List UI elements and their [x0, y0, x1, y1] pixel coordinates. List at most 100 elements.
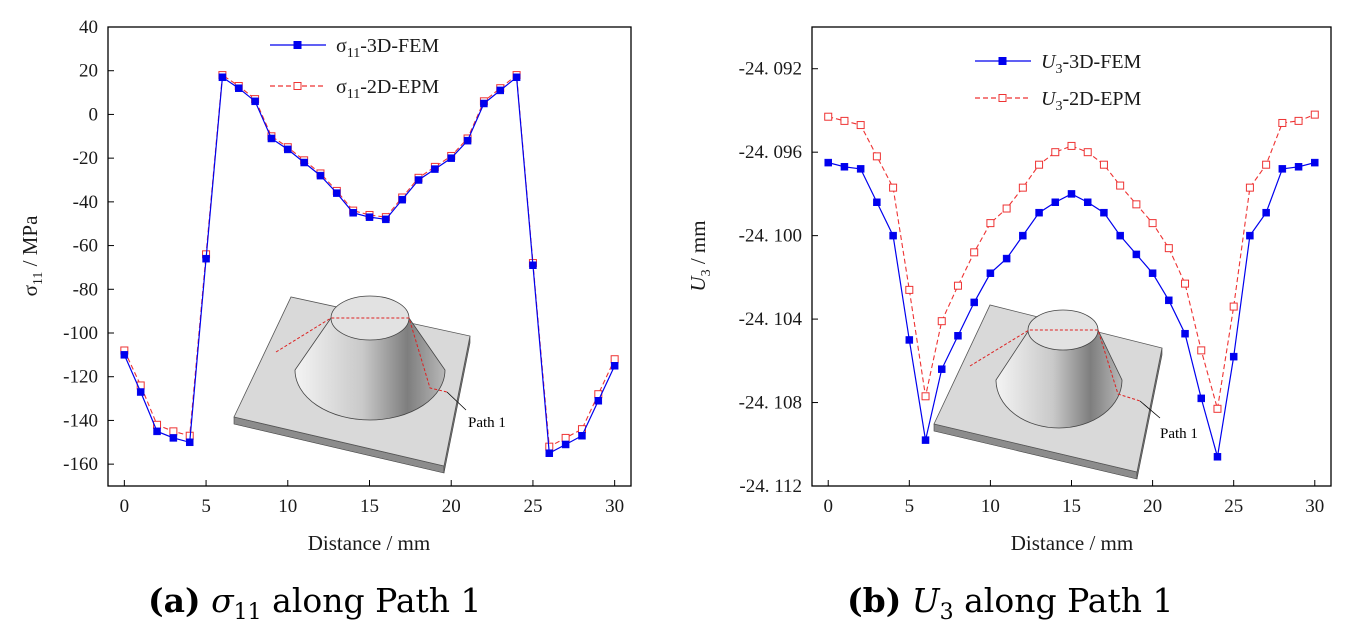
data-point: [1197, 346, 1206, 355]
panel-a-chart: Path 1 0 5 10 15 20 25 30 40 20 0 -20 -40 -60 -80 -100…: [18, 17, 632, 625]
y-tick-label: -140: [63, 410, 98, 431]
data-point: [1181, 329, 1189, 338]
data-point: [545, 449, 554, 457]
cone-body: [294, 317, 446, 421]
data-point: [921, 392, 930, 401]
data-point: [1051, 198, 1060, 207]
legend-label: U3-3D-FEM: [1041, 51, 1142, 77]
data-point: [300, 158, 308, 167]
data-point: [610, 362, 619, 370]
data-point: [169, 427, 178, 436]
caption: (b) U3 along Path 1: [847, 581, 1173, 625]
y-tick-label: 20: [79, 61, 98, 82]
y-tick-label: -24. 104: [739, 309, 803, 330]
data-point: [824, 158, 832, 167]
legend-swatch-marker: [293, 82, 302, 90]
x-tick-label: 0: [823, 496, 833, 517]
data-point: [1294, 116, 1303, 125]
y-tick-label: -100: [63, 323, 98, 344]
x-tick-label: 10: [981, 496, 1000, 517]
data-point: [970, 298, 978, 307]
data-point: [1002, 204, 1011, 213]
x-tick-label: 20: [1143, 496, 1162, 517]
data-point: [1116, 231, 1124, 240]
y-tick-label: -24. 096: [739, 142, 802, 163]
y-tick-label: -20: [73, 148, 98, 169]
axes-layer: 0 5 10 15 20 25 30 -24. 092 -24. 096 -24. 100 -24.…: [739, 59, 1325, 517]
model-inset: Path 1: [933, 304, 1198, 480]
data-point: [1100, 208, 1108, 217]
y-axis-title: U3 / mm: [686, 220, 714, 291]
path-1-leader: [446, 391, 467, 411]
data-point: [1213, 404, 1222, 413]
data-point: [873, 198, 881, 207]
y-tick-label: -24. 092: [739, 59, 802, 80]
x-tick-label: 25: [1224, 496, 1243, 517]
x-tick-label: 30: [605, 496, 624, 517]
data-point: [120, 351, 129, 359]
y-tick-label: -40: [73, 192, 98, 213]
data-point: [921, 436, 930, 444]
legend-label: σ11-2D-EPM: [336, 76, 439, 102]
legend-swatch-marker: [998, 94, 1007, 102]
x-tick-label: 15: [1062, 496, 1081, 517]
data-point: [970, 248, 979, 257]
x-tick-label: 5: [201, 496, 211, 517]
legend-swatch-marker: [998, 57, 1007, 65]
x-tick-label: 10: [278, 496, 297, 517]
model-inset: Path 1: [233, 295, 506, 474]
data-point: [1019, 231, 1027, 240]
data-point: [578, 431, 586, 440]
data-point: [561, 433, 570, 442]
series-layer: [120, 71, 619, 457]
data-point: [953, 281, 962, 290]
data-point: [1245, 183, 1254, 192]
data-point: [447, 154, 455, 162]
data-point: [1262, 208, 1270, 217]
data-point: [1229, 352, 1238, 361]
data-point: [1278, 118, 1287, 127]
data-point: [1035, 160, 1044, 169]
data-point: [1197, 394, 1205, 403]
data-point: [1310, 110, 1319, 119]
data-point: [856, 165, 865, 173]
data-point: [349, 209, 357, 217]
data-point: [1278, 165, 1287, 173]
data-point: [185, 438, 194, 447]
data-point: [463, 136, 472, 145]
data-point: [1246, 231, 1254, 240]
data-point: [1035, 208, 1043, 217]
data-point: [1294, 163, 1303, 171]
legend: U3-3D-FEM U3-2D-EPM: [975, 51, 1142, 114]
series-layer: [824, 110, 1319, 461]
y-tick-label: -24. 112: [739, 476, 802, 497]
cone-top: [1027, 309, 1099, 351]
data-point: [1148, 269, 1157, 277]
legend-label: U3-2D-EPM: [1041, 88, 1142, 114]
data-point: [1229, 302, 1238, 311]
data-point: [284, 145, 292, 154]
x-tick-label: 0: [120, 496, 130, 517]
y-tick-label: 40: [79, 17, 98, 38]
data-point: [1067, 190, 1076, 198]
caption: (a) σ11 along Path 1: [148, 581, 482, 625]
data-point: [398, 195, 406, 204]
data-point: [512, 73, 521, 82]
data-point: [954, 332, 962, 340]
data-point: [235, 84, 243, 92]
y-tick-label: -160: [63, 454, 98, 475]
x-tick-label: 20: [442, 496, 461, 517]
data-point: [856, 121, 865, 130]
data-point: [382, 215, 390, 224]
data-point: [267, 134, 276, 143]
y-tick-label: -60: [73, 236, 98, 257]
data-point: [938, 365, 946, 373]
data-point: [1116, 181, 1125, 190]
data-point: [251, 97, 259, 106]
data-point: [333, 189, 341, 197]
data-point: [1262, 160, 1271, 169]
data-point: [365, 213, 374, 221]
data-point: [1099, 160, 1108, 169]
data-point: [824, 112, 833, 121]
data-point: [153, 427, 161, 436]
